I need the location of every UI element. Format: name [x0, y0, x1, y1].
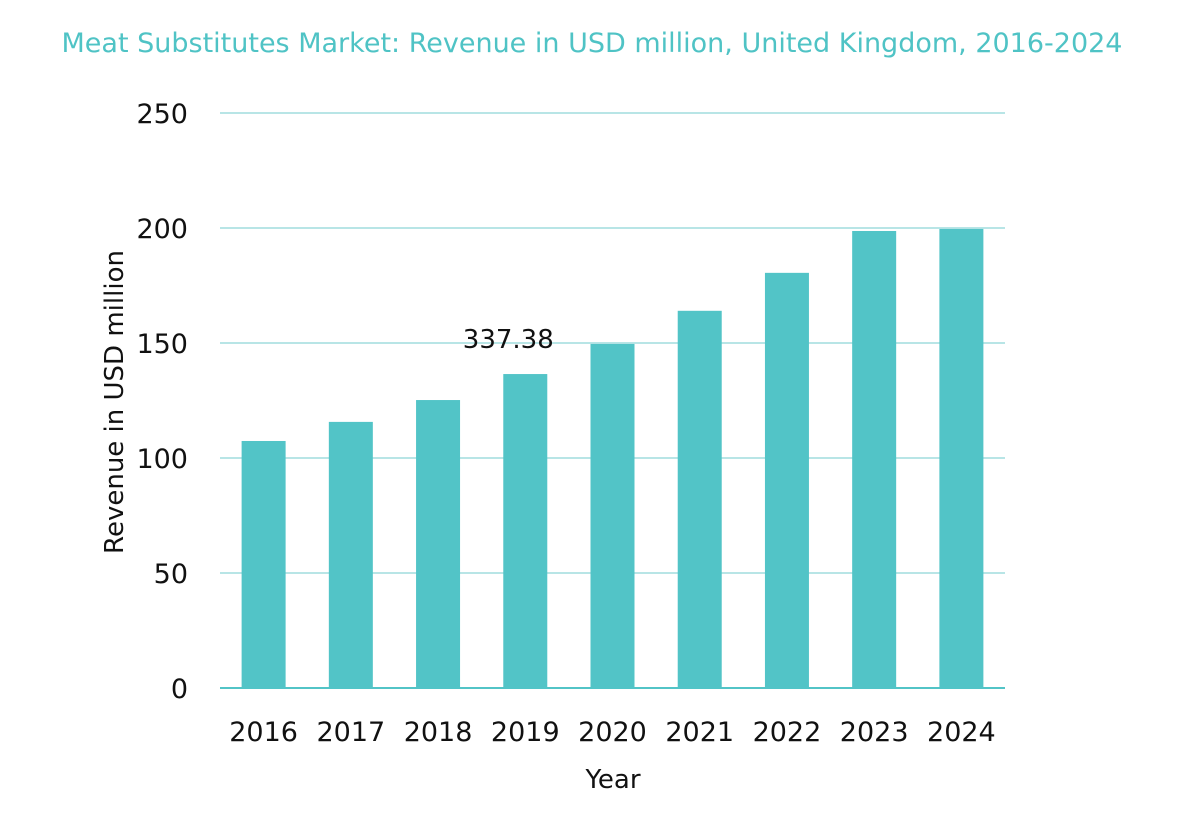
x-tick-label: 2017	[316, 717, 385, 748]
bar-2022	[764, 272, 809, 688]
y-tick-label: 100	[136, 444, 188, 475]
y-tick-label: 0	[171, 674, 188, 705]
bar-2018	[416, 400, 461, 688]
y-tick-label: 50	[154, 559, 188, 590]
bar-2023	[852, 230, 897, 689]
y-tick-label: 150	[136, 329, 188, 360]
x-tick-label: 2022	[753, 717, 822, 748]
y-axis-label: Revenue in USD million	[100, 250, 130, 554]
bar-2019	[503, 374, 548, 688]
bar-2021	[677, 310, 722, 688]
y-tick-label: 200	[136, 214, 188, 245]
chart-title: Meat Substitutes Market: Revenue in USD …	[62, 28, 1123, 59]
x-tick-label: 2023	[840, 717, 909, 748]
x-tick-label: 2016	[229, 717, 298, 748]
x-tick-label: 2021	[665, 717, 734, 748]
bar-2017	[328, 421, 373, 688]
annotation-label: 337.38	[463, 325, 554, 355]
x-tick-label: 2024	[927, 717, 996, 748]
bar-2020	[590, 343, 635, 688]
x-tick-label: 2019	[491, 717, 560, 748]
bar-2024	[939, 228, 984, 689]
x-tick-label: 2020	[578, 717, 647, 748]
x-axis-label: Year	[584, 765, 640, 795]
bar-2016	[241, 440, 286, 688]
x-tick-label: 2018	[404, 717, 473, 748]
y-tick-label: 250	[136, 99, 188, 130]
